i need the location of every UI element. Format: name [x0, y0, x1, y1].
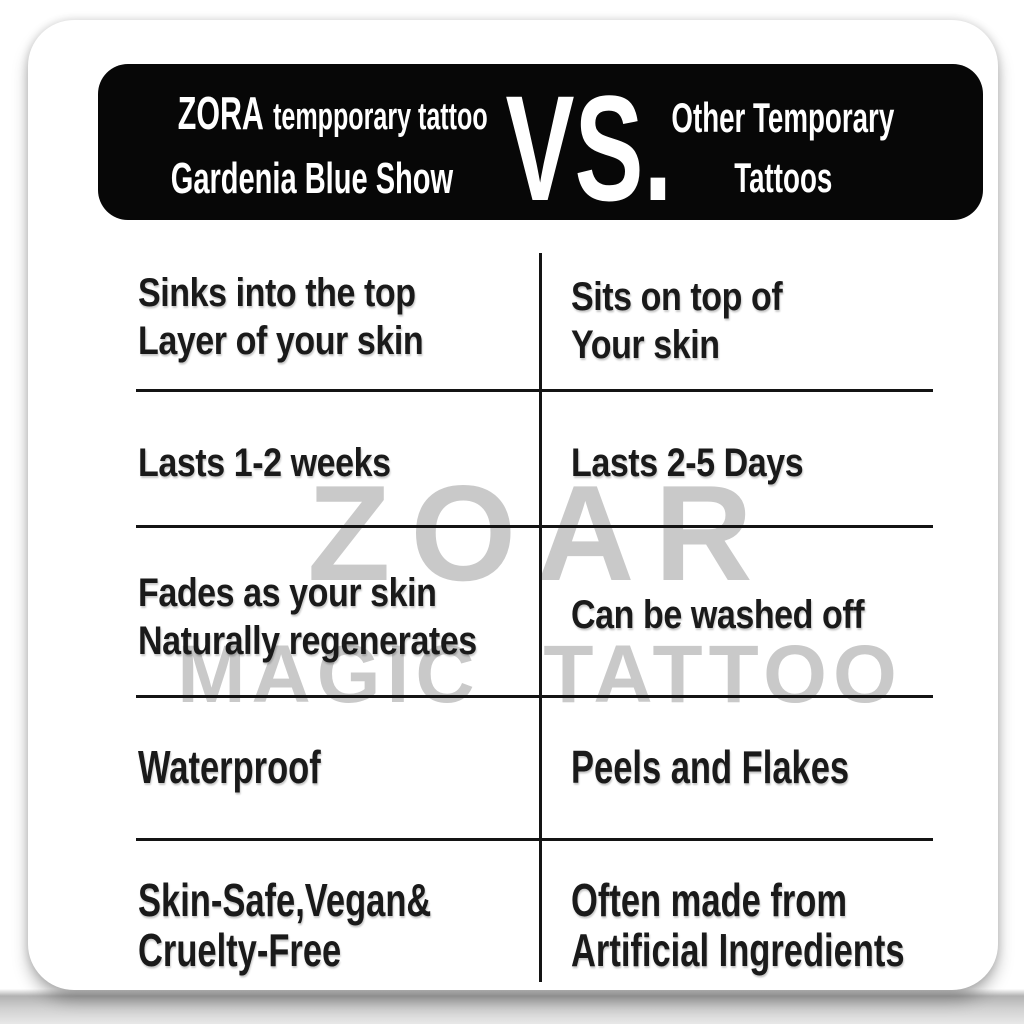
column-divider-line: [539, 253, 542, 982]
brand-subtitle: Gardenia Blue Show: [170, 154, 454, 203]
row-divider-line-3: [136, 695, 933, 698]
row-divider-line-1: [136, 389, 933, 392]
table-cell-other-row1: Sits on top of Your skin: [571, 275, 783, 367]
brand-tagline: tempporary tattoo: [273, 96, 488, 138]
row-divider-line-4: [136, 838, 933, 841]
table-cell-other-row4: Peels and Flakes: [571, 741, 850, 793]
row-divider-line-2: [136, 525, 933, 528]
watermark-magic-tattoo: MAGIC TATTOO: [177, 629, 903, 720]
table-cell-zora-row4: Waterproof: [138, 741, 321, 793]
brand-column-title: ZORA tempporary tattoo Gardenia Blue Show: [98, 64, 488, 220]
table-cell-zora-row5: Skin-Safe,Vegan& Cruelty-Free: [138, 874, 432, 976]
table-cell-zora-row2: Lasts 1-2 weeks: [138, 441, 391, 485]
competitor-column-title: Other Temporary Tattoos: [593, 64, 973, 220]
table-cell-zora-row3: Fades as your skin Naturally regenerates: [138, 571, 477, 663]
table-cell-other-row3: Can be washed off: [571, 593, 865, 637]
table-cell-other-row5: Often made from Artificial Ingredients: [571, 874, 905, 976]
comparison-card: ZORA tempporary tattoo Gardenia Blue Show…: [28, 20, 998, 990]
competitor-title-line1: Other Temporary: [671, 94, 895, 141]
brand-name: ZORA: [177, 87, 264, 139]
competitor-title-line2: Tattoos: [733, 154, 833, 201]
header-banner: ZORA tempporary tattoo Gardenia Blue Show…: [98, 64, 983, 226]
surface-shadow-strip: [0, 984, 1024, 1024]
watermark-zoar: ZOAR: [307, 457, 773, 609]
vs-divider: VS.: [468, 64, 672, 226]
table-cell-zora-row1: Sinks into the top Layer of your skin: [138, 271, 424, 363]
vs-text: VS.: [505, 64, 673, 232]
table-cell-other-row2: Lasts 2-5 Days: [571, 441, 804, 485]
